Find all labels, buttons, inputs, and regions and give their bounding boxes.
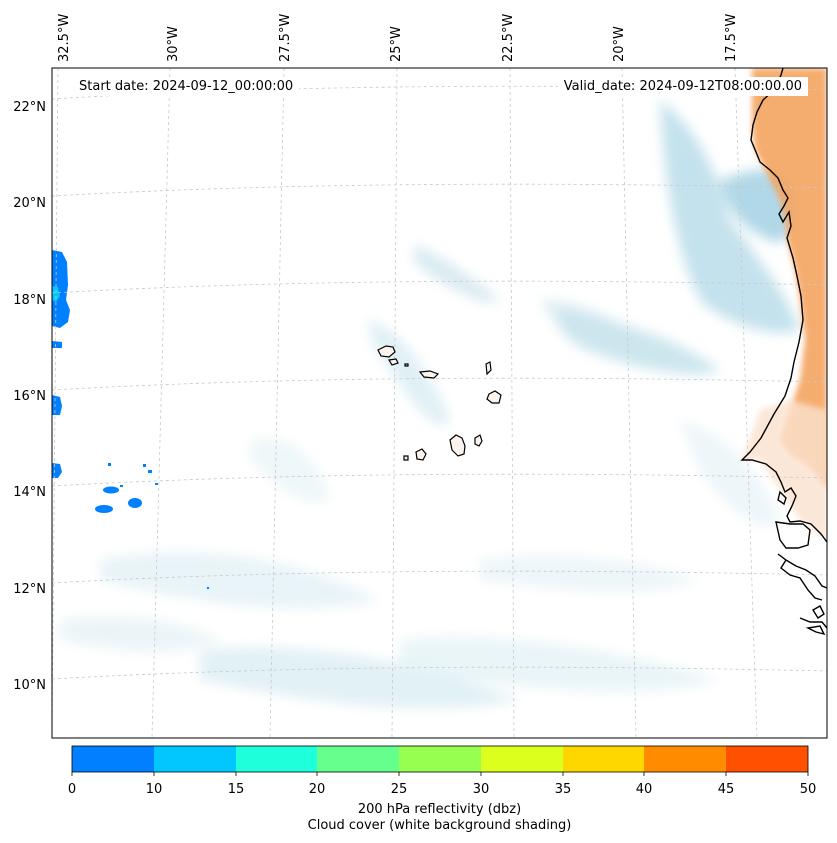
valid-date-annotation: Valid_date: 2024-09-12T08:00:00.00 — [557, 77, 808, 96]
colorbar-segment — [317, 746, 399, 772]
latitude-label: 20°N — [13, 196, 46, 211]
colorbar-segment — [236, 746, 318, 772]
colorbar-segment — [481, 746, 563, 772]
longitude-label: 25°W — [389, 26, 404, 62]
longitude-label: 22.5°W — [501, 14, 516, 62]
colorbar-tick-label: 40 — [636, 782, 653, 797]
colorbar-segment — [563, 746, 645, 772]
colorbar-tick-label: 20 — [309, 782, 326, 797]
longitude-label: 20°W — [612, 26, 627, 62]
colorbar-tick-label: 15 — [228, 782, 245, 797]
coastline — [740, 68, 827, 636]
colorbar-segment — [726, 746, 808, 772]
colorbar-tick-label: 0 — [68, 782, 76, 797]
colorbar-tick-label: 30 — [473, 782, 490, 797]
start-date-annotation: Start date: 2024-09-12_00:00:00 — [73, 77, 300, 96]
colorbar-tick-label: 45 — [718, 782, 735, 797]
colorbar-segment — [399, 746, 481, 772]
latitude-label: 18°N — [13, 293, 46, 308]
colorbar-tick-label: 35 — [555, 782, 572, 797]
latitude-label: 12°N — [13, 582, 46, 597]
colorbar-label-primary: 200 hPa reflectivity (dbz) — [357, 802, 522, 817]
latitude-labels: 22°N 20°N 18°N 16°N 14°N 12°N 10°N — [13, 100, 46, 693]
longitude-label: 27.5°W — [278, 14, 293, 62]
longitude-label: 17.5°W — [724, 14, 739, 62]
longitude-labels: 32.5°W 30°W 27.5°W 25°W 22.5°W 20°W 17.5… — [57, 14, 739, 62]
cloud-cover-shading — [60, 100, 800, 709]
longitude-label: 32.5°W — [57, 14, 72, 62]
colorbar-tick-label: 10 — [146, 782, 163, 797]
latitude-label: 14°N — [13, 485, 46, 500]
map-area — [52, 68, 827, 738]
reflectivity-patches — [52, 250, 209, 589]
latitude-label: 10°N — [13, 678, 46, 693]
latitude-label: 22°N — [13, 100, 46, 115]
longitude-label: 30°W — [166, 26, 181, 62]
gridlines — [52, 68, 827, 738]
colorbar-segment — [644, 746, 726, 772]
colorbar: 0 10 15 20 25 30 35 40 45 50 — [68, 745, 817, 797]
colorbar-tick-label: 25 — [391, 782, 408, 797]
latitude-label: 16°N — [13, 389, 46, 404]
colorbar-tick-label: 50 — [800, 782, 817, 797]
colorbar-segment — [154, 746, 236, 772]
map-frame — [51, 67, 828, 739]
cape-verde-islands — [377, 345, 502, 461]
colorbar-label-secondary: Cloud cover (white background shading) — [307, 818, 572, 833]
colorbar-segment — [72, 746, 154, 772]
colorbar-frame — [71, 745, 809, 773]
